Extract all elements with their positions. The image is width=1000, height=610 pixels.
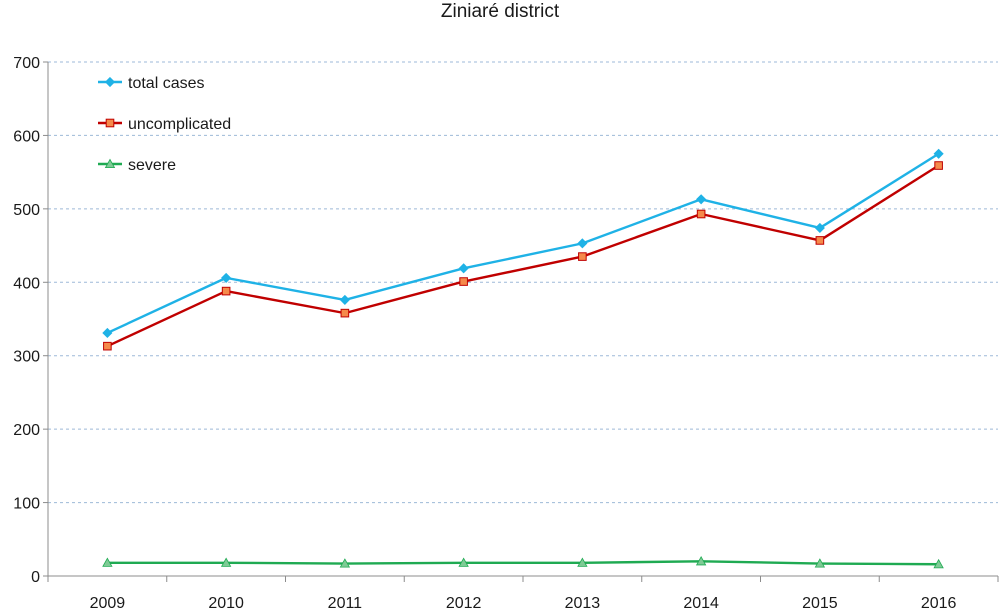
legend-marker-total-cases [104,76,116,88]
data-point-total-cases [696,194,707,205]
y-tick-label: 600 [13,128,40,145]
data-point-uncomplicated [221,286,231,296]
data-point-total-cases [933,148,944,159]
chart-title: Ziniaré district [440,1,560,22]
series-line-total-cases [106,152,940,335]
data-point-severe [577,557,588,567]
data-point-uncomplicated [696,209,706,219]
series-line-severe [107,560,939,566]
data-point-severe [814,558,826,568]
data-point-severe [339,558,351,568]
legend-label-severe: severe [128,157,176,174]
data-point-total-cases [221,272,232,283]
y-tick-label: 400 [13,275,40,292]
y-tick-label: 300 [13,349,40,366]
data-point-uncomplicated [815,236,825,245]
x-tick-label: 2016 [921,595,957,610]
y-tick-label: 0 [31,569,40,586]
data-point-uncomplicated [340,308,350,318]
x-tick-label: 2011 [328,595,363,610]
data-point-total-cases [102,327,113,339]
data-point-total-cases [577,238,588,249]
data-point-uncomplicated [103,341,112,351]
y-tick-label: 700 [13,55,40,72]
data-point-severe [458,557,469,567]
data-point-total-cases [339,294,350,305]
x-tick-label: 2013 [565,595,601,610]
x-tick-label: 2015 [802,595,838,610]
y-tick-label: 500 [13,202,40,219]
y-tick-label: 100 [13,496,40,513]
data-point-severe [102,557,113,567]
data-point-uncomplicated [578,252,587,261]
data-point-severe [695,555,707,566]
data-point-severe [220,557,232,567]
legend-marker-severe [104,158,116,169]
data-point-severe [933,558,944,569]
x-tick-label: 2014 [683,595,719,610]
x-tick-label: 2009 [90,595,126,610]
x-tick-label: 2010 [208,595,244,610]
data-point-total-cases [814,222,825,234]
legend-marker-uncomplicated [105,118,115,128]
y-tick-label: 200 [13,422,40,439]
legend-label-total-cases: total cases [128,75,204,92]
data-point-total-cases [458,263,469,274]
series-line-uncomplicated [106,164,940,348]
data-point-uncomplicated [934,161,943,170]
data-point-uncomplicated [459,277,468,286]
x-tick-label: 2012 [446,595,482,610]
legend-label-uncomplicated: uncomplicated [128,116,231,133]
